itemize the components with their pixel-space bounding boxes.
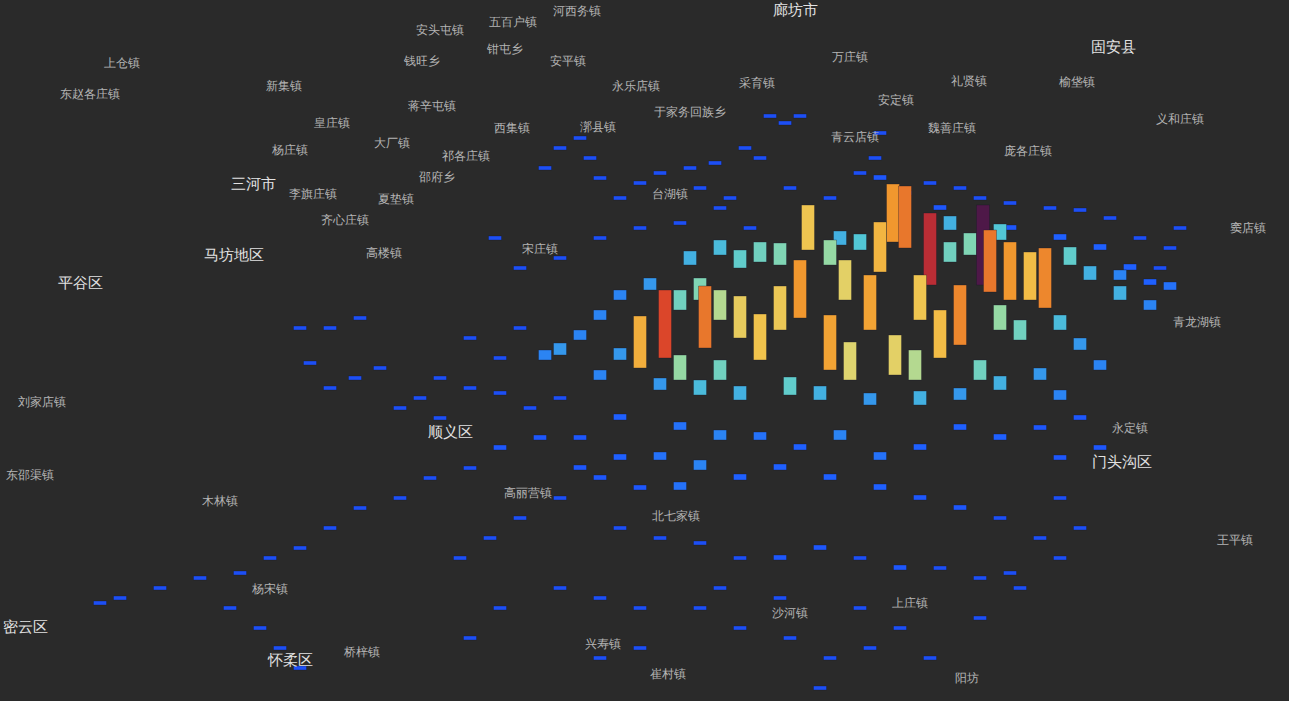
svg-text:万庄镇: 万庄镇 [832,50,868,64]
svg-text:王平镇: 王平镇 [1217,533,1253,547]
svg-text:大厂镇: 大厂镇 [374,136,410,150]
svg-text:上庄镇: 上庄镇 [892,596,928,610]
svg-text:榆垡镇: 榆垡镇 [1059,75,1095,89]
svg-text:五百户镇: 五百户镇 [489,15,537,29]
svg-text:魏善庄镇: 魏善庄镇 [928,121,976,135]
svg-text:东赵各庄镇: 东赵各庄镇 [60,87,120,101]
svg-text:西集镇: 西集镇 [494,121,530,135]
svg-text:新集镇: 新集镇 [266,79,302,93]
svg-text:礼贤镇: 礼贤镇 [951,74,987,88]
svg-text:邵府乡: 邵府乡 [419,170,455,184]
svg-text:固安县: 固安县 [1091,38,1136,56]
svg-text:廊坊市: 廊坊市 [773,1,818,19]
svg-text:夏垫镇: 夏垫镇 [378,192,414,206]
svg-text:祁各庄镇: 祁各庄镇 [442,149,490,163]
svg-text:义和庄镇: 义和庄镇 [1156,112,1204,126]
svg-text:钱旺乡: 钱旺乡 [403,54,440,68]
svg-text:北七家镇: 北七家镇 [652,509,700,523]
svg-text:东邵渠镇: 东邵渠镇 [6,468,54,482]
svg-text:李旗庄镇: 李旗庄镇 [289,187,337,201]
svg-text:安头屯镇: 安头屯镇 [416,23,464,37]
svg-text:蒋辛屯镇: 蒋辛屯镇 [408,99,456,113]
svg-text:顺义区: 顺义区 [428,423,473,441]
svg-text:永乐店镇: 永乐店镇 [612,79,660,93]
svg-text:钳屯乡: 钳屯乡 [486,42,523,56]
svg-text:上仓镇: 上仓镇 [104,56,140,70]
svg-text:采育镇: 采育镇 [739,76,775,90]
svg-text:齐心庄镇: 齐心庄镇 [321,213,369,227]
svg-text:木林镇: 木林镇 [202,494,238,508]
svg-text:安平镇: 安平镇 [550,54,586,68]
svg-text:三河市: 三河市 [231,175,276,193]
svg-text:怀柔区: 怀柔区 [267,651,313,669]
svg-text:青龙湖镇: 青龙湖镇 [1173,315,1221,329]
svg-text:阳坊: 阳坊 [955,671,979,685]
svg-text:永定镇: 永定镇 [1112,421,1148,435]
svg-text:于家务回族乡: 于家务回族乡 [654,105,726,119]
svg-text:青云店镇: 青云店镇 [831,130,879,144]
svg-text:安定镇: 安定镇 [878,93,914,107]
svg-text:台湖镇: 台湖镇 [652,187,688,201]
svg-text:宋庄镇: 宋庄镇 [522,242,558,256]
svg-text:崔村镇: 崔村镇 [650,667,686,681]
svg-text:河西务镇: 河西务镇 [553,4,601,18]
svg-text:平谷区: 平谷区 [58,274,103,292]
svg-text:门头沟区: 门头沟区 [1092,453,1152,471]
svg-text:沙河镇: 沙河镇 [772,606,808,620]
svg-text:窦店镇: 窦店镇 [1230,221,1266,235]
svg-text:马坊地区: 马坊地区 [204,246,264,264]
svg-text:密云区: 密云区 [3,618,48,636]
svg-text:高楼镇: 高楼镇 [366,246,402,260]
svg-text:高丽营镇: 高丽营镇 [504,486,552,500]
svg-text:桥梓镇: 桥梓镇 [343,645,380,659]
svg-text:庞各庄镇: 庞各庄镇 [1004,144,1052,158]
svg-text:杨庄镇: 杨庄镇 [271,143,308,157]
svg-text:漷县镇: 漷县镇 [580,120,616,134]
svg-text:刘家店镇: 刘家店镇 [18,395,66,409]
svg-text:皇庄镇: 皇庄镇 [314,116,350,130]
svg-text:兴寿镇: 兴寿镇 [585,637,621,651]
svg-text:杨宋镇: 杨宋镇 [251,582,288,596]
